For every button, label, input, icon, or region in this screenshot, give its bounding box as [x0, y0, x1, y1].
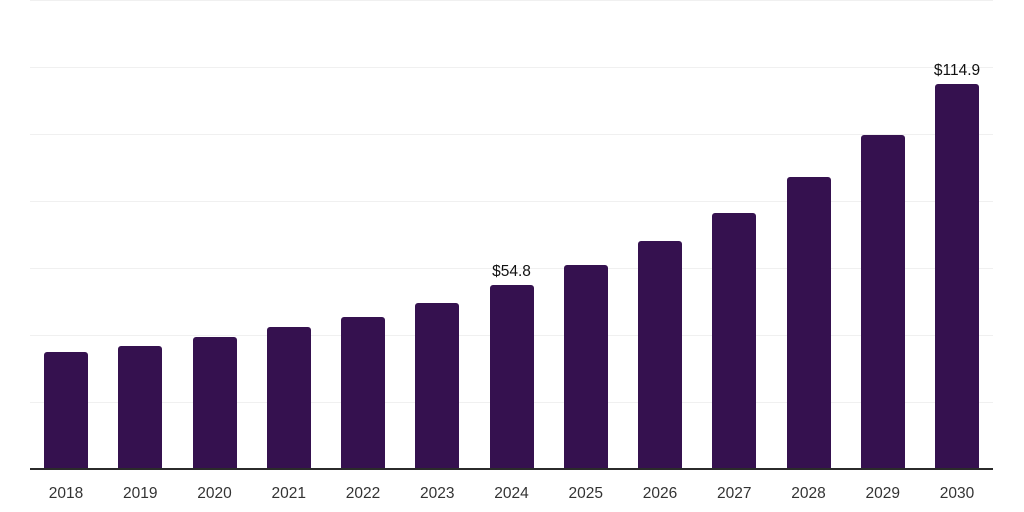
- x-tick-label-2023: 2023: [420, 485, 455, 502]
- x-tick-label-2025: 2025: [568, 485, 603, 502]
- bar-2018: [44, 352, 88, 469]
- bar-2024: [489, 285, 534, 469]
- bar-2021: [266, 327, 311, 469]
- x-tick-label-2024: 2024: [494, 485, 529, 502]
- bar-2022: [341, 317, 385, 469]
- data-label-2024: $54.8: [492, 263, 531, 280]
- x-axis-line: [30, 468, 993, 470]
- x-axis-tick-labels: 2018 2019 2020 2021 2022 2023 2024 2025 2026 2027…: [0, 484, 1024, 506]
- x-tick-label-2018: 2018: [48, 485, 84, 502]
- x-tick-label-2029: 2029: [865, 485, 900, 502]
- data-label-2030: $114.9: [933, 62, 981, 79]
- x-tick-label-2019: 2019: [123, 485, 158, 502]
- x-tick-label-2026: 2026: [642, 485, 678, 502]
- bar-2026: [638, 241, 682, 469]
- bar-2023: [415, 303, 460, 469]
- gridline-120: [30, 67, 993, 68]
- bar-2025: [563, 265, 608, 469]
- gridline-140: [30, 0, 993, 1]
- bar-2029: [860, 135, 905, 469]
- x-tick-label-2030: 2030: [939, 485, 975, 502]
- bar-2030: [935, 84, 979, 469]
- bar-2020: [192, 337, 237, 469]
- x-tick-label-2020: 2020: [197, 485, 232, 502]
- gridline-60: [30, 268, 993, 269]
- bar-2019: [118, 346, 163, 469]
- bar-2028: [786, 177, 831, 469]
- bar-2027: [712, 213, 757, 469]
- x-tick-label-2022: 2022: [345, 485, 381, 502]
- gridline-100: [30, 134, 993, 135]
- x-tick-label-2027: 2027: [717, 485, 752, 502]
- plot-area: $54.8 $114.9: [30, 0, 993, 470]
- x-tick-label-2021: 2021: [271, 485, 306, 502]
- gridline-80: [30, 201, 993, 202]
- x-tick-label-2028: 2028: [791, 485, 826, 502]
